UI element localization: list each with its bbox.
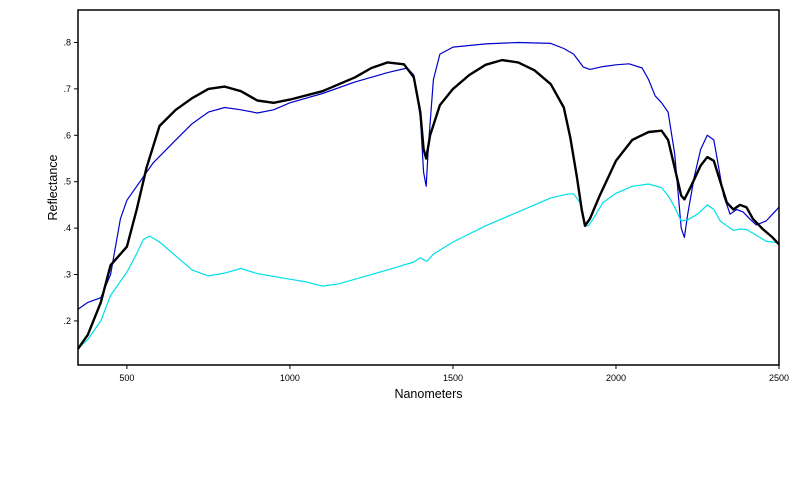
x-tick-label: 2500 [769, 373, 789, 383]
x-tick-label: 1500 [443, 373, 463, 383]
series-layer [77, 41, 780, 350]
y-tick-label: .8 [63, 37, 71, 47]
y-tick-label: .5 [63, 177, 71, 187]
x-tick-label: 2000 [606, 373, 626, 383]
x-axis-title: Nanometers [394, 387, 462, 401]
y-tick-label: .3 [63, 270, 71, 280]
y-axis-title: Reflectance [46, 154, 60, 220]
y-tick-label: .2 [63, 316, 71, 326]
ticks-layer: 500 1000 1500 2000 2500 .2 .3 .4 .5 .6 .7 .8 [63, 37, 789, 383]
x-tick-label: 1000 [280, 373, 300, 383]
series-line-1 [77, 41, 780, 310]
y-tick-label: .7 [63, 84, 71, 94]
y-tick-label: .6 [63, 130, 71, 140]
x-tick-label: 500 [119, 373, 134, 383]
series-line-2 [77, 183, 780, 350]
plot-frame [77, 9, 780, 366]
series-line-3 [77, 58, 780, 350]
y-tick-label: .4 [63, 223, 71, 233]
